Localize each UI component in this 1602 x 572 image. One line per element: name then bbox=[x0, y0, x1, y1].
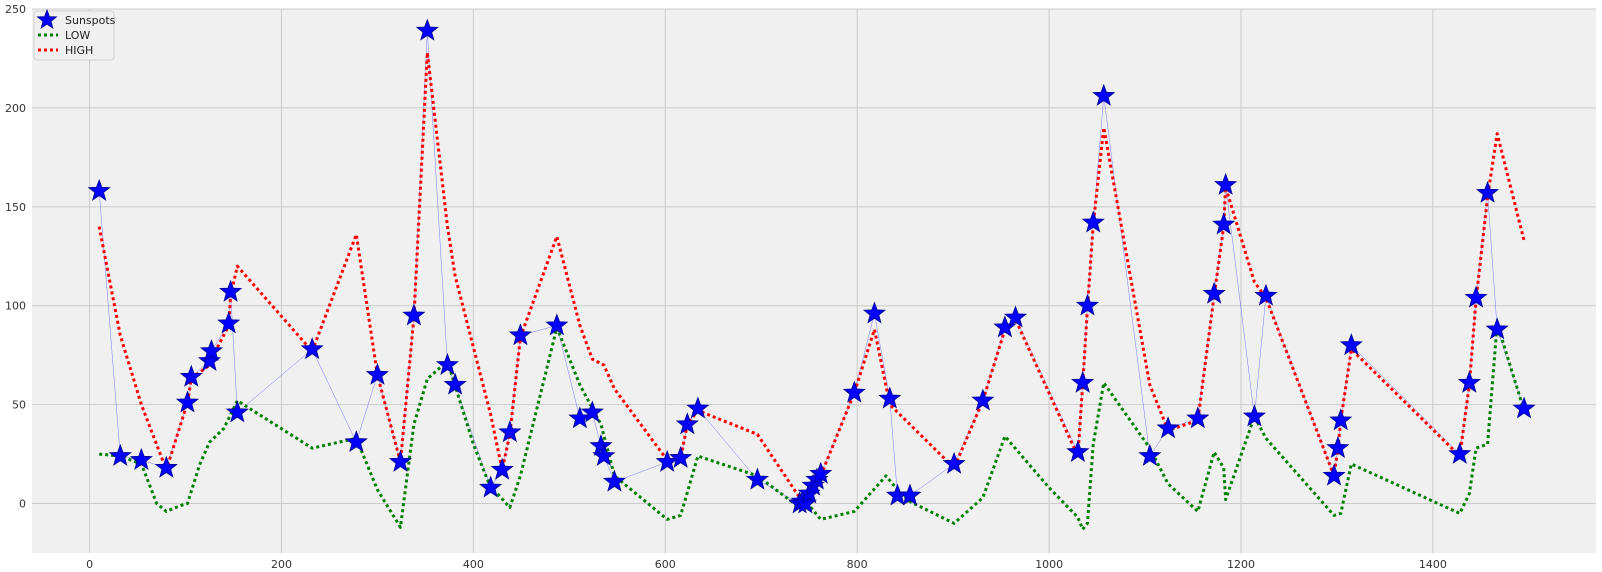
sunspot-marker bbox=[1092, 83, 1116, 106]
sunspot-marker bbox=[942, 451, 966, 474]
sunspot-marker bbox=[443, 372, 467, 395]
sunspot-marker bbox=[490, 457, 514, 480]
sunspot-marker bbox=[300, 337, 324, 360]
sunspot-marker bbox=[108, 443, 132, 466]
sunspot-marker bbox=[1448, 441, 1472, 464]
sunspot-marker bbox=[225, 400, 249, 423]
sunspot-marker bbox=[675, 412, 699, 435]
series-layer bbox=[87, 18, 1536, 531]
x-tick-label: 1000 bbox=[1035, 558, 1063, 571]
sunspot-marker bbox=[1071, 370, 1095, 393]
sunspot-marker bbox=[686, 396, 710, 419]
sunspot-marker bbox=[217, 311, 241, 334]
x-tick-label: 1200 bbox=[1227, 558, 1255, 571]
sunspot-marker bbox=[1138, 443, 1162, 466]
sunspot-marker bbox=[219, 279, 243, 302]
y-tick-label: 250 bbox=[5, 3, 26, 16]
sunspot-marker bbox=[669, 445, 693, 468]
y-tick-label: 0 bbox=[19, 498, 26, 511]
y-tick-label: 100 bbox=[5, 300, 26, 313]
legend-sunspots-marker bbox=[36, 8, 58, 30]
x-tick-label: 1400 bbox=[1419, 558, 1447, 571]
sunspot-marker bbox=[479, 475, 503, 498]
legend-label-low: LOW bbox=[65, 29, 90, 42]
plot-area bbox=[32, 9, 1596, 553]
sunspot-marker bbox=[592, 443, 616, 466]
sunspot-marker bbox=[1066, 439, 1090, 462]
sunspot-marker bbox=[971, 388, 995, 411]
x-tick-label: 800 bbox=[847, 558, 868, 571]
sunspot-marker bbox=[1457, 370, 1481, 393]
sunspot-marker bbox=[1322, 463, 1346, 486]
sunspot-marker bbox=[1339, 333, 1363, 356]
sunspot-marker bbox=[898, 483, 922, 506]
sunspot-marker bbox=[1254, 283, 1278, 306]
sunspot-marker bbox=[508, 323, 532, 346]
x-tick-label: 200 bbox=[271, 558, 292, 571]
sunspot-marker bbox=[602, 469, 626, 492]
sunspot-marker bbox=[154, 455, 178, 478]
sunspot-marker bbox=[129, 447, 153, 470]
sunspot-marker bbox=[1242, 404, 1266, 427]
sunspot-marker bbox=[1202, 281, 1226, 304]
legend: Sunspots LOW HIGH bbox=[33, 8, 116, 61]
x-tick-label: 400 bbox=[463, 558, 484, 571]
sunspot-marker bbox=[1186, 406, 1210, 429]
sunspot-marker bbox=[1214, 172, 1238, 195]
sunspot-marker bbox=[415, 18, 439, 41]
sunspot-marker bbox=[580, 400, 604, 423]
sunspot-marker bbox=[87, 178, 111, 201]
legend-box bbox=[33, 10, 115, 61]
legend-label-sunspots: Sunspots bbox=[65, 14, 116, 27]
grid bbox=[32, 8, 1596, 553]
sunspot-marker bbox=[545, 313, 569, 336]
sunspot-marker bbox=[1512, 396, 1536, 419]
sunspot-marker bbox=[809, 461, 833, 484]
x-tick-label: 600 bbox=[655, 558, 676, 571]
sunspot-marker bbox=[862, 301, 887, 324]
sunspot-marker bbox=[842, 380, 866, 403]
legend-label-high: HIGH bbox=[65, 44, 93, 57]
sunspot-marker bbox=[435, 352, 460, 375]
sunspot-marker bbox=[388, 449, 413, 472]
sunspot-marker bbox=[1326, 436, 1350, 458]
sunspot-marker bbox=[1476, 180, 1500, 203]
sunspot-marker bbox=[402, 303, 426, 326]
sunspot-marker bbox=[498, 420, 522, 443]
y-tick-label: 50 bbox=[12, 399, 26, 412]
y-tick-label: 200 bbox=[5, 102, 26, 115]
series-sunspots-markers bbox=[87, 18, 1536, 514]
y-axis-ticks: 0 50 100 150 200 250 bbox=[5, 3, 26, 511]
sunspot-marker bbox=[1485, 317, 1509, 340]
sunspot-marker bbox=[1329, 408, 1353, 431]
sunspot-marker bbox=[179, 364, 203, 387]
x-axis-ticks: 0 200 400 600 800 1000 1200 1400 bbox=[86, 558, 1447, 571]
sunspot-marker bbox=[745, 467, 769, 490]
sunspot-marker bbox=[1212, 212, 1236, 235]
sunspot-marker bbox=[878, 386, 902, 409]
sunspot-marker bbox=[1464, 285, 1488, 308]
sunspot-marker bbox=[344, 430, 368, 453]
x-tick-label: 0 bbox=[86, 558, 93, 571]
sunspot-marker bbox=[365, 362, 389, 385]
sunspot-marker bbox=[1003, 305, 1028, 328]
sunspot-marker bbox=[199, 339, 223, 362]
sunspot-marker bbox=[1081, 210, 1105, 233]
sunspot-marker bbox=[1156, 416, 1180, 439]
sunspot-marker bbox=[1075, 293, 1100, 316]
sunspot-marker bbox=[589, 434, 613, 457]
sunspot-marker bbox=[175, 390, 199, 413]
y-tick-label: 150 bbox=[5, 201, 26, 214]
